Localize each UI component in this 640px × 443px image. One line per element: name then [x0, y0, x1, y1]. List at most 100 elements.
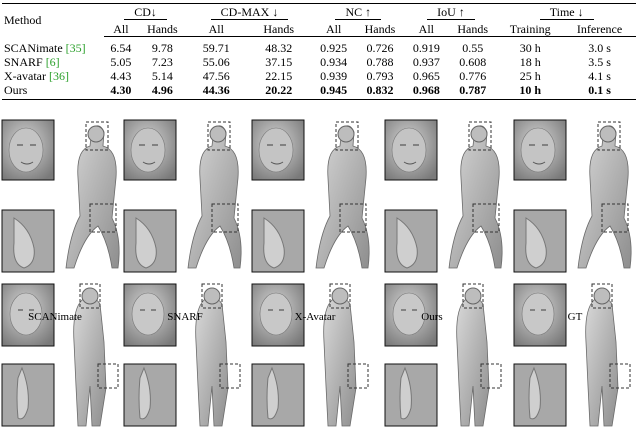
table-cell: 20.22 [245, 83, 312, 100]
table-cell: 30 h [497, 37, 563, 55]
cell-value: 30 h [519, 41, 541, 55]
avatar-head [470, 125, 488, 143]
face-crop-box [468, 121, 492, 151]
table-cell: 22.15 [246, 69, 312, 83]
face-shape [9, 292, 43, 336]
subheader: Training [497, 21, 564, 37]
face-shape [521, 292, 555, 336]
hand-shape [263, 217, 285, 269]
avatar-head [331, 287, 349, 305]
hand-crop-box [609, 363, 631, 389]
hand-shape [528, 366, 541, 420]
cell-value: 5.14 [151, 69, 173, 83]
method-name: X-avatar [36] [2, 69, 104, 83]
cell-value: 4.43 [110, 69, 132, 83]
table-row: Ours 4.30 4.96 44.36 20.22 0.945 0.832 0.968 0.7… [2, 83, 636, 100]
cell-value: 59.71 [202, 41, 230, 55]
avatar-body [448, 125, 503, 269]
cell-value: 55.06 [202, 55, 230, 69]
table-cell: 25 h [497, 69, 563, 83]
table-header-groups: Method CD↓ CD-MAX ↓ NC ↑ IoU ↑ Time ↓ [2, 3, 636, 37]
face-shape [520, 127, 556, 173]
avatar-body [187, 125, 242, 269]
cell-value: 4.1 s [588, 69, 611, 83]
cell-value: 48.32 [265, 41, 293, 55]
cell-value: 3.5 s [588, 55, 611, 69]
subheader: Hands [245, 21, 312, 37]
cell-value: 10 h [519, 83, 542, 97]
citation-link[interactable]: [35] [65, 40, 86, 55]
table-cell: 4.1 s [563, 69, 636, 83]
caption-snarf: SNARF [167, 311, 203, 323]
hand-crop-box [472, 203, 500, 233]
avatar-head [593, 287, 611, 305]
avatar-head [337, 125, 355, 143]
avatar-body [65, 125, 120, 269]
cell-value: 9.78 [151, 41, 173, 55]
mouth-mark [532, 161, 546, 165]
cell-value: 5.05 [110, 55, 132, 69]
face-shape [391, 127, 427, 173]
table-cell: 4.96 [137, 83, 188, 100]
avatar-body [577, 125, 632, 269]
avatar-head [81, 287, 99, 305]
face-crop-box [462, 283, 484, 309]
table-header-subcolumns: All Hands All Hands All Hands All Hands … [2, 21, 636, 37]
cell-value: 22.15 [265, 69, 293, 83]
face-crop-box [85, 121, 109, 151]
cell-value: 37.15 [265, 55, 293, 69]
table-cell: 6.54 [104, 37, 138, 55]
face-crop-box [591, 283, 613, 309]
face-shape [130, 127, 166, 173]
table-row: SNARF [6] 5.05 7.23 55.06 37.15 0.934 0.788 0.9… [2, 55, 636, 69]
table-cell: 0.939 [312, 69, 355, 83]
table-cell: 7.23 [138, 55, 187, 69]
table-cell: 0.945 [311, 83, 356, 100]
hand-crop-box [89, 203, 117, 233]
citation-link[interactable]: [6] [45, 55, 60, 69]
face-crop-box [329, 283, 351, 309]
hand-shape [525, 217, 547, 269]
cell-value: 0.787 [459, 83, 487, 97]
avatar-head [464, 287, 482, 305]
hand-shape [399, 366, 412, 420]
cell-value: 0.1 s [588, 83, 611, 97]
cell-value: 20.22 [265, 83, 293, 97]
cell-value: 25 h [519, 69, 541, 83]
face-shape [392, 292, 426, 336]
table-cell: 0.968 [404, 83, 449, 100]
table-cell: 44.36 [187, 83, 246, 100]
subheader: Hands [137, 21, 188, 37]
hand-crop-box [601, 203, 629, 233]
subheader: All [404, 21, 449, 37]
subheader: Inference [563, 21, 636, 37]
hand-crop-box [347, 363, 369, 389]
hand-crop-box [339, 203, 367, 233]
cell-value: 0.939 [320, 69, 348, 83]
face-shape [259, 292, 293, 336]
table-cell: 59.71 [187, 37, 245, 55]
face-crop-box [79, 283, 101, 309]
mouth-mark [270, 161, 284, 165]
results-table: Method CD↓ CD-MAX ↓ NC ↑ IoU ↑ Time ↓ Al… [2, 3, 636, 100]
table-cell: 55.06 [187, 55, 245, 69]
hand-shape [135, 217, 157, 269]
table-cell: 0.965 [405, 69, 448, 83]
citation-link[interactable]: [36] [48, 69, 69, 83]
table-cell: 10 h [497, 83, 564, 100]
table-cell: 18 h [497, 55, 563, 69]
method-name: Ours [2, 83, 104, 100]
face-crop-box [335, 121, 359, 151]
cell-value: 4.30 [110, 83, 132, 97]
hand-shape [16, 366, 29, 420]
subheader: Hands [355, 21, 405, 37]
cell-value: 7.23 [151, 55, 173, 69]
avatar-head [203, 287, 221, 305]
table-cell: 0.832 [355, 83, 405, 100]
group-header-nc: NC ↑ [311, 3, 405, 21]
cell-value: 0.788 [366, 55, 394, 69]
table-row: SCANimate [35] 6.54 9.78 59.71 48.32 0.925 0.7… [2, 37, 636, 55]
cell-value: 0.832 [366, 83, 394, 97]
table-cell: 0.925 [312, 37, 355, 55]
hand-crop-box [211, 203, 239, 233]
